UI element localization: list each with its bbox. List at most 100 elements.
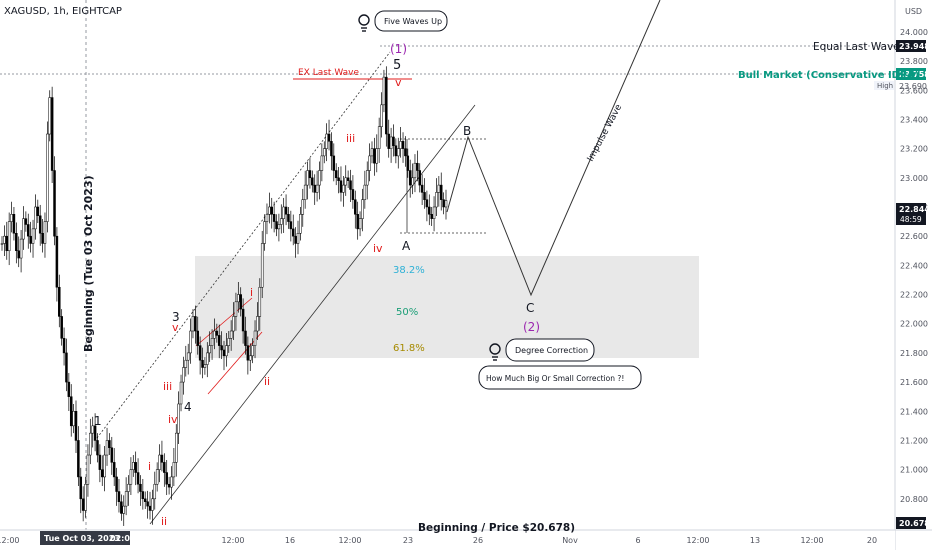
mini-channel-upper	[195, 297, 253, 347]
crosshair-time-text: 02:00	[110, 534, 136, 543]
candle-body	[260, 243, 264, 288]
candle-body	[258, 286, 262, 317]
candle-body	[389, 136, 393, 149]
candle-body	[41, 233, 44, 244]
candle-body	[89, 432, 92, 456]
candle-body	[134, 462, 137, 473]
beginning-price: 20.678	[899, 519, 930, 528]
candle-body	[141, 491, 145, 500]
subwave-i-b: i	[250, 286, 253, 299]
candle-body	[339, 180, 343, 193]
y-tick-label: 23.400	[900, 115, 928, 124]
candle-body	[19, 238, 23, 259]
candle-body	[122, 505, 125, 514]
candle-body	[325, 133, 328, 149]
candle-body	[127, 483, 130, 492]
subwave-v-a: v	[172, 321, 179, 334]
five-waves-up-text: Five Waves Up	[384, 17, 442, 26]
y-tick-label: 22.600	[900, 232, 928, 241]
beginning-price-tag	[896, 517, 926, 529]
wave-2-degree-label: (2)	[523, 320, 540, 334]
candle-body	[253, 330, 257, 346]
candle-body	[31, 228, 35, 244]
candle-body	[0, 243, 4, 245]
candle-body	[375, 148, 379, 164]
candle-body	[110, 447, 114, 463]
candle-body	[143, 498, 147, 502]
subwave-i-a: i	[148, 460, 151, 473]
candle-body	[72, 411, 75, 427]
candle-body	[392, 136, 395, 146]
candle-body	[428, 206, 431, 215]
candle-body	[282, 206, 285, 219]
x-tick-label: Nov	[562, 536, 578, 545]
abc-projection-path	[446, 0, 661, 297]
candlestick-series	[0, 66, 448, 526]
candle-body	[5, 235, 9, 252]
candle-body	[53, 170, 56, 237]
candle-body	[155, 469, 159, 485]
candle-body	[399, 141, 402, 149]
five-waves-up-callout: Five Waves Up	[358, 10, 448, 32]
candle-body	[175, 432, 178, 463]
y-tick-label: 20.800	[900, 495, 928, 504]
beginning-date-label: Beginning (Tue 03 Oct 2023)	[82, 175, 95, 352]
candle-body	[182, 367, 185, 383]
candle-body	[442, 199, 445, 208]
candle-body	[246, 345, 250, 361]
x-tick-label: 23	[403, 536, 413, 545]
wave-b-label: B	[463, 124, 471, 138]
candle-body	[117, 491, 121, 502]
candle-body	[203, 364, 207, 368]
candle-body	[115, 476, 118, 492]
wave-1-label: 1	[94, 414, 102, 428]
y-tick-label: 22.200	[900, 291, 928, 300]
symbol-header[interactable]: XAGUSD, 1h, EIGHTCAP	[4, 6, 122, 17]
candle-body	[306, 170, 309, 186]
candle-body	[148, 505, 152, 511]
candle-body	[385, 76, 388, 135]
x-tick-label: 12:00	[338, 536, 361, 545]
candle-body	[189, 330, 192, 354]
candle-body	[420, 184, 424, 193]
high-value: 23.690	[899, 82, 927, 91]
candle-body	[132, 462, 135, 470]
candle-body	[46, 133, 49, 222]
candle-body	[249, 355, 252, 361]
fib-50-label: 50%	[396, 307, 418, 318]
candle-body	[287, 214, 290, 222]
candle-body	[301, 199, 305, 215]
wave-1-degree-label: (1)	[390, 42, 407, 56]
candle-body	[241, 308, 245, 332]
candle-body	[191, 316, 195, 332]
y-tick-label: 23.800	[900, 57, 928, 66]
candle-body	[244, 330, 247, 346]
candle-body	[60, 316, 63, 339]
bull-market-price: 23.758	[899, 70, 930, 79]
candle-body	[58, 286, 61, 317]
candle-body	[163, 462, 166, 473]
candle-body	[234, 301, 238, 317]
candle-body	[323, 148, 326, 157]
candle-body	[251, 345, 254, 357]
countdown: 48:59	[900, 215, 922, 224]
subwave-iv-b: iv	[373, 242, 383, 255]
x-tick-label: 26	[473, 536, 483, 545]
candle-body	[139, 483, 142, 492]
candle-body	[217, 335, 221, 346]
candle-body	[289, 221, 293, 230]
candle-body	[206, 352, 209, 365]
candle-body	[373, 148, 376, 164]
candle-body	[315, 184, 319, 193]
wave-a-label: A	[402, 239, 411, 253]
candle-body	[12, 214, 16, 234]
fib-618-label: 61.8%	[393, 343, 425, 354]
candle-body	[3, 235, 6, 244]
lightbulb-icon	[358, 14, 370, 32]
candle-body	[382, 76, 386, 106]
candle-body	[291, 228, 295, 237]
candle-body	[62, 338, 66, 354]
candle-body	[65, 352, 68, 383]
candle-body	[98, 454, 102, 470]
